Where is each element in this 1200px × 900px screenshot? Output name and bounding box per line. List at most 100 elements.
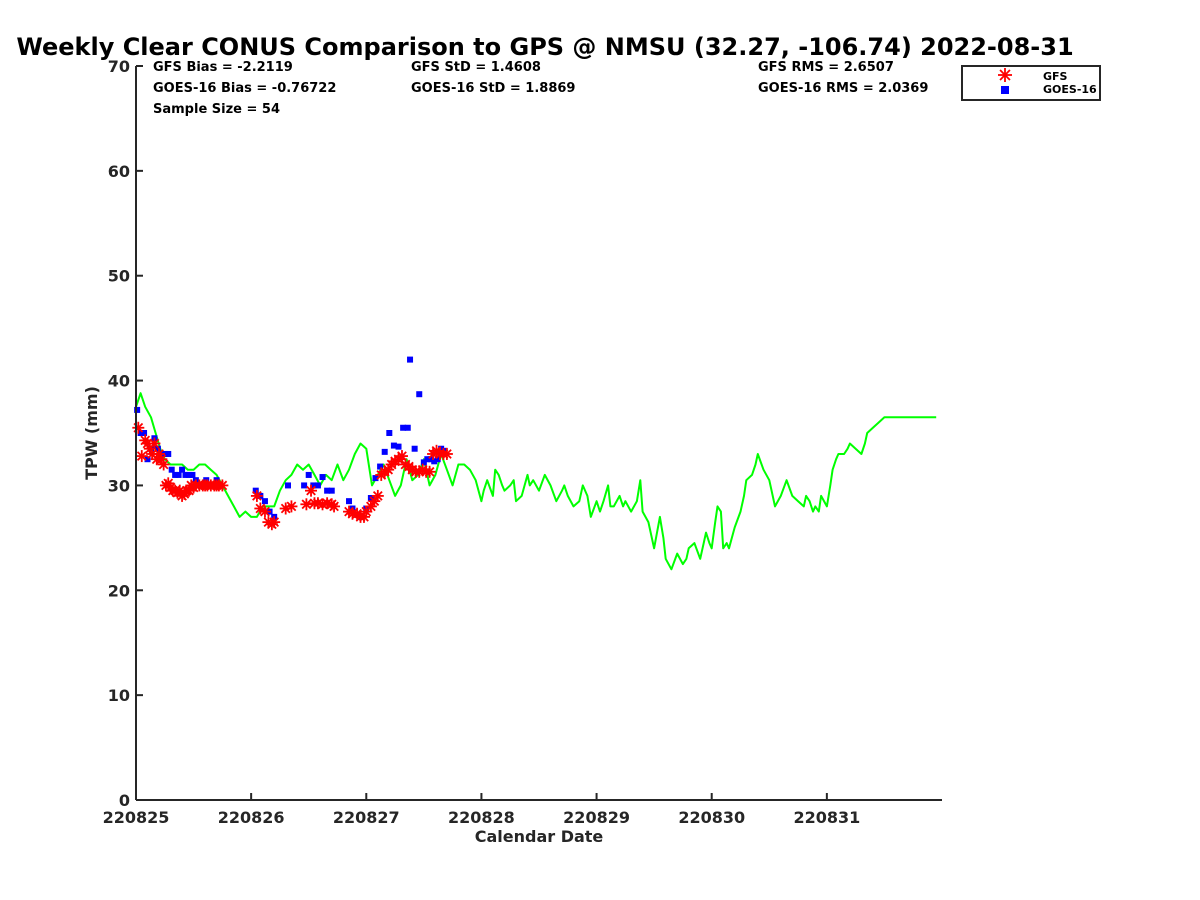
goes-point xyxy=(134,406,141,413)
stats-annotations: GFS Bias = -2.2119 GOES-16 Bias = -0.767… xyxy=(153,60,928,117)
goes-point xyxy=(400,424,407,431)
legend-gfs-label: GFS xyxy=(1043,70,1068,83)
gps-series xyxy=(135,392,937,571)
goes-point xyxy=(179,466,186,473)
gfs-point xyxy=(258,505,271,518)
gfs-std-text: GFS StD = 1.4608 xyxy=(411,60,541,75)
goes-point xyxy=(411,445,418,452)
legend-goes-label: GOES-16 xyxy=(1043,83,1097,96)
goes-point xyxy=(416,391,423,398)
goes-point xyxy=(154,445,161,452)
gfs-point xyxy=(285,500,298,513)
goes-point xyxy=(381,448,388,455)
gfs-point xyxy=(305,484,318,497)
gfs-point xyxy=(157,458,170,471)
x-tick-label: 220830 xyxy=(678,808,745,827)
goes-point xyxy=(407,356,414,363)
goes-point xyxy=(305,471,312,478)
goes-point xyxy=(424,456,431,463)
goes-point xyxy=(314,482,321,489)
goes-point xyxy=(372,475,379,482)
chart-title: Weekly Clear CONUS Comparison to GPS @ N… xyxy=(16,33,1073,61)
gfs-point xyxy=(268,516,281,529)
gfs-point xyxy=(328,500,341,513)
sample-size-text: Sample Size = 54 xyxy=(153,102,280,117)
legend: GFS GOES-16 xyxy=(961,65,1101,101)
goes-point xyxy=(144,456,151,463)
gfs-point xyxy=(440,447,453,460)
gfs-point xyxy=(135,450,148,463)
y-tick-label: 0 xyxy=(119,791,130,810)
y-tick-label: 70 xyxy=(108,57,130,76)
goes-point xyxy=(301,482,308,489)
goes-bias-text: GOES-16 Bias = -0.76722 xyxy=(153,81,336,96)
goes-point xyxy=(434,456,441,463)
goes-point xyxy=(189,471,196,478)
gfs-point xyxy=(371,489,384,502)
gfs-point xyxy=(300,498,313,511)
goes-point xyxy=(438,445,445,452)
x-tick-label: 220826 xyxy=(218,808,285,827)
goes-point xyxy=(404,424,411,431)
goes-point xyxy=(324,487,331,494)
goes-point xyxy=(427,456,434,463)
goes-point xyxy=(203,477,210,484)
gfs-point xyxy=(132,421,145,434)
goes-point xyxy=(319,474,326,481)
x-tick-label: 220825 xyxy=(103,808,170,827)
goes-point xyxy=(284,482,291,489)
gps-line xyxy=(135,392,937,571)
x-tick-label: 220831 xyxy=(793,808,860,827)
goes-point xyxy=(137,430,144,436)
legend-gfs-marker xyxy=(998,68,1012,82)
y-tick-label: 60 xyxy=(108,162,130,181)
goes-point xyxy=(185,471,192,478)
goes-point xyxy=(431,458,438,465)
x-ticks: 220825 220826 220827 220828 220829 220830 2208… xyxy=(103,793,860,827)
y-tick-label: 10 xyxy=(108,686,130,705)
legend-gfs-star xyxy=(998,68,1012,82)
goes-point xyxy=(168,466,175,473)
goes-point xyxy=(261,498,268,505)
goes-series xyxy=(134,356,448,520)
goes-point xyxy=(395,443,402,450)
gfs-bias-text: GFS Bias = -2.2119 xyxy=(153,60,293,75)
legend-box xyxy=(961,65,1101,101)
goes-point xyxy=(310,482,317,489)
goes-point xyxy=(386,430,393,436)
x-tick-label: 220827 xyxy=(333,808,400,827)
goes-point xyxy=(141,430,148,436)
goes-rms-text: GOES-16 RMS = 2.0369 xyxy=(758,81,928,96)
legend-goes-marker xyxy=(1001,86,1009,94)
axes: 0 10 20 30 40 50 60 70 220825 220826 220827 220828… xyxy=(82,57,942,846)
goes-point xyxy=(182,471,189,478)
gfs-rms-text: GFS RMS = 2.6507 xyxy=(758,60,894,75)
gfs-series xyxy=(132,421,453,531)
y-tick-label: 50 xyxy=(108,267,130,286)
goes-point xyxy=(252,487,259,494)
goes-point xyxy=(390,442,397,449)
goes-point xyxy=(165,450,172,457)
gfs-point xyxy=(148,437,161,450)
goes-point xyxy=(175,471,182,478)
plot-area xyxy=(132,356,937,571)
gfs-point xyxy=(423,465,436,478)
goes-std-text: GOES-16 StD = 1.8869 xyxy=(411,81,575,96)
y-tick-label: 40 xyxy=(108,372,130,391)
goes-point xyxy=(328,487,335,494)
y-tick-label: 20 xyxy=(108,581,130,600)
goes-point xyxy=(420,459,427,466)
goes-point xyxy=(346,498,353,505)
x-tick-label: 220828 xyxy=(448,808,515,827)
goes-point xyxy=(172,471,179,478)
y-axis-label: TPW (mm) xyxy=(82,386,101,480)
y-tick-label: 30 xyxy=(108,476,130,495)
y-ticks: 0 10 20 30 40 50 60 70 xyxy=(108,57,143,810)
gfs-point xyxy=(250,489,263,502)
goes-point xyxy=(377,463,384,470)
x-axis-label: Calendar Date xyxy=(475,827,604,846)
gfs-point xyxy=(216,479,229,492)
x-tick-label: 220829 xyxy=(563,808,630,827)
